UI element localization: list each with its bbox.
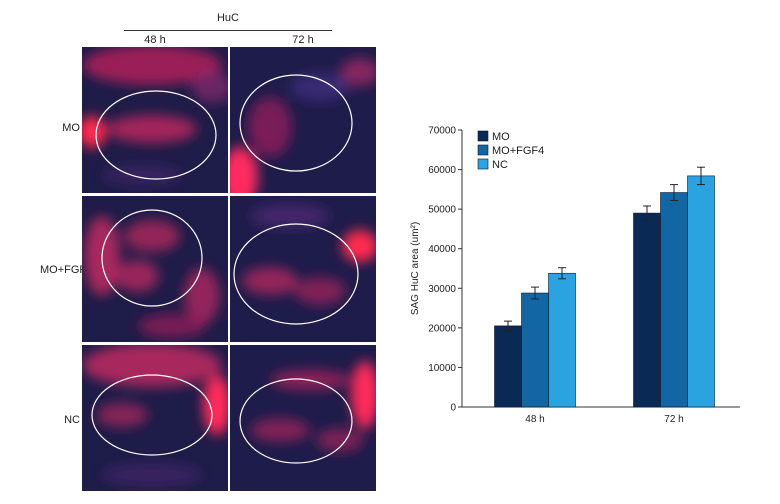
column-label-48h: 48 h [144, 34, 166, 46]
y-tick-label: 20000 [428, 323, 456, 334]
micrograph-nc-48h [82, 345, 228, 491]
micrograph-mo-72h [230, 47, 376, 193]
micrograph-mo-fgf4-72h [230, 196, 376, 342]
legend-label-mo-fgf4: MO+FGF4 [492, 145, 544, 157]
x-tick-label: 48 h [525, 414, 544, 425]
y-axis-label: SAG HuC area (um²) [410, 222, 421, 315]
bar-chart: 0 10000 20000 30000 40000 50000 60000 70000 SAG … [410, 126, 740, 425]
micrograph-mo-fgf4-48h [82, 196, 228, 342]
row-label-nc: NC [64, 414, 80, 426]
panel-title-rule [124, 30, 332, 31]
legend-swatch-mo [477, 130, 489, 142]
y-tick-label: 0 [450, 403, 456, 414]
column-label-72h: 72 h [292, 34, 314, 46]
y-tick-label: 60000 [428, 165, 456, 176]
x-tick-label: 72 h [664, 414, 683, 425]
row-label-mo-fgf4: MO+FGF4 [40, 264, 93, 276]
legend-swatch-nc [477, 158, 489, 170]
bar-mo-0 [494, 325, 522, 408]
y-tick-label: 50000 [428, 205, 456, 216]
legend-swatch-mo-fgf4 [477, 144, 489, 156]
y-tick-label: 70000 [428, 126, 456, 137]
legend-label-mo: MO [492, 131, 510, 143]
micrograph-mo-48h [82, 47, 228, 193]
bar-mo-fgf4-0 [521, 292, 549, 408]
panel-title: HuC [216, 12, 239, 24]
legend-label-nc: NC [492, 159, 508, 171]
bar-nc-1 [687, 175, 715, 408]
bar-nc-0 [548, 272, 576, 408]
micrograph-nc-72h [230, 345, 376, 491]
bar-mo-1 [633, 212, 661, 408]
row-label-mo: MO [62, 122, 80, 134]
y-tick-label: 40000 [428, 244, 456, 255]
y-tick-label: 30000 [428, 284, 456, 295]
y-tick-label: 10000 [428, 363, 456, 374]
bar-mo-fgf4-1 [660, 192, 688, 408]
